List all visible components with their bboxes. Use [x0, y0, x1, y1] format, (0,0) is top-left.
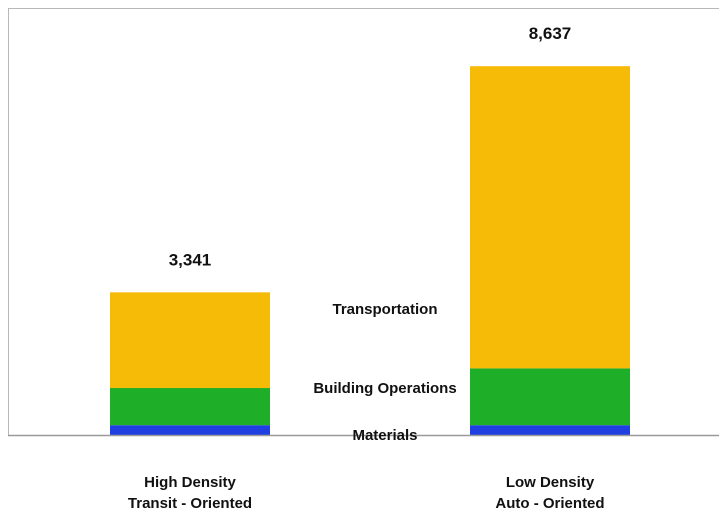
bar-segment-building-operations-2 — [470, 368, 630, 425]
bar-segment-transportation-1 — [110, 292, 270, 388]
bar-segment-materials-1 — [110, 425, 270, 435]
total-label-2: 8,637 — [529, 24, 572, 43]
bar-segment-materials-2 — [470, 425, 630, 435]
category-label-2-line-1: Low Density — [506, 474, 595, 491]
category-label-2-line-2: Auto - Oriented — [495, 495, 604, 512]
category-label-1-line-1: High Density — [144, 474, 236, 491]
total-label-1: 3,341 — [169, 250, 212, 269]
series-label-materials: Materials — [352, 427, 417, 444]
series-label-transportation: Transportation — [332, 301, 437, 318]
bar-segment-building-operations-1 — [110, 388, 270, 425]
category-label-1-line-2: Transit - Oriented — [128, 495, 252, 512]
bar-segment-transportation-2 — [470, 66, 630, 368]
series-label-building-operations: Building Operations — [313, 380, 456, 397]
